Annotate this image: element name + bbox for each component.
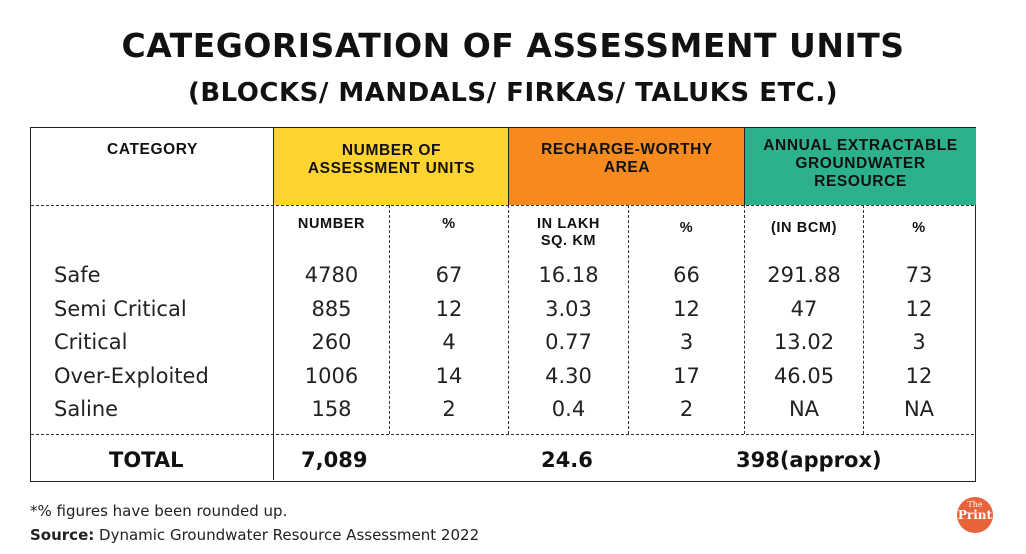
column-divider <box>508 205 509 434</box>
row-category: Safe <box>54 263 101 287</box>
row-gw: 13.02 <box>773 330 835 354</box>
source-text: Dynamic Groundwater Resource Assessment … <box>99 526 480 544</box>
row-area: 0.4 <box>551 397 586 421</box>
column-divider <box>628 205 629 434</box>
row-number-pct: 4 <box>442 330 456 354</box>
total-number: 7,089 <box>301 448 368 472</box>
row-number-pct: 14 <box>435 364 463 388</box>
column-divider <box>273 128 274 480</box>
row-number: 158 <box>311 397 352 421</box>
row-gw-pct: 12 <box>905 364 933 388</box>
row-gw: 46.05 <box>773 364 835 388</box>
row-area-pct: 2 <box>679 397 694 421</box>
row-category: Critical <box>54 330 128 354</box>
row-gw-pct: 73 <box>905 263 933 287</box>
subheader-number: NUMBER <box>297 216 366 232</box>
row-number: 260 <box>311 330 352 354</box>
total-gw: 398(approx) <box>736 448 882 472</box>
row-area: 0.77 <box>545 330 592 354</box>
footnote: *% figures have been rounded up. <box>30 502 288 520</box>
row-area: 4.30 <box>545 364 592 388</box>
row-number: 1006 <box>304 364 359 388</box>
row-gw: 47 <box>790 297 818 321</box>
header-groundwater: ANNUAL EXTRACTABLE GROUNDWATER RESOURCE <box>745 128 976 205</box>
subheader-area-label: IN LAKH SQ. KM <box>537 216 600 249</box>
row-gw-pct: NA <box>903 397 935 421</box>
column-divider <box>744 205 745 434</box>
header-recharge-area: RECHARGE-WORTHY AREA <box>509 128 745 205</box>
header-recharge-area-label: RECHARGE-WORTHY AREA <box>541 141 713 176</box>
row-area-pct: 3 <box>679 330 694 354</box>
column-divider <box>508 128 509 205</box>
theprint-logo: The Print <box>957 497 993 533</box>
header-number-of-units: NUMBER OF ASSESSMENT UNITS <box>274 128 509 205</box>
data-table: CATEGORY NUMBER OF ASSESSMENT UNITS RECH… <box>30 127 976 482</box>
source-line: Source: Dynamic Groundwater Resource Ass… <box>30 526 479 544</box>
row-number-pct: 12 <box>435 297 463 321</box>
logo-line1: The <box>967 500 983 509</box>
row-category: Semi Critical <box>54 297 187 321</box>
subheader-area: IN LAKH SQ. KM <box>509 216 628 250</box>
row-area-pct: 17 <box>673 364 700 388</box>
row-number: 885 <box>311 297 352 321</box>
column-divider <box>863 205 864 434</box>
row-category: Over-Exploited <box>54 364 209 388</box>
row-gw-pct: 3 <box>912 330 926 354</box>
header-divider <box>31 205 974 206</box>
subheader-number-pct: % <box>442 216 456 232</box>
subheader-gw: (IN BCM) <box>770 220 837 236</box>
logo-line2: Print <box>957 508 993 522</box>
header-groundwater-label: ANNUAL EXTRACTABLE GROUNDWATER RESOURCE <box>763 137 958 190</box>
subheader-area-pct: % <box>679 220 694 236</box>
column-divider <box>744 128 745 205</box>
subheader-gw-pct: % <box>912 220 926 236</box>
row-area: 16.18 <box>538 263 599 287</box>
row-area: 3.03 <box>545 297 592 321</box>
row-area-pct: 12 <box>673 297 700 321</box>
row-number-pct: 2 <box>442 397 456 421</box>
page-title: CATEGORISATION OF ASSESSMENT UNITS <box>121 26 905 65</box>
total-label: TOTAL <box>109 448 184 472</box>
row-gw: NA <box>788 397 820 421</box>
column-divider <box>389 205 390 434</box>
row-number-pct: 67 <box>435 263 463 287</box>
row-number: 4780 <box>304 263 359 287</box>
total-area: 24.6 <box>541 448 593 472</box>
header-category: CATEGORY <box>31 128 274 205</box>
row-gw-pct: 12 <box>905 297 933 321</box>
header-number-of-units-label: NUMBER OF ASSESSMENT UNITS <box>307 142 476 177</box>
row-area-pct: 66 <box>673 263 700 287</box>
page-subtitle: (BLOCKS/ MANDALS/ FIRKAS/ TALUKS ETC.) <box>187 78 839 108</box>
total-divider <box>31 434 974 435</box>
source-label: Source: <box>30 526 95 544</box>
row-gw: 291.88 <box>767 263 841 287</box>
row-category: Saline <box>54 397 119 421</box>
